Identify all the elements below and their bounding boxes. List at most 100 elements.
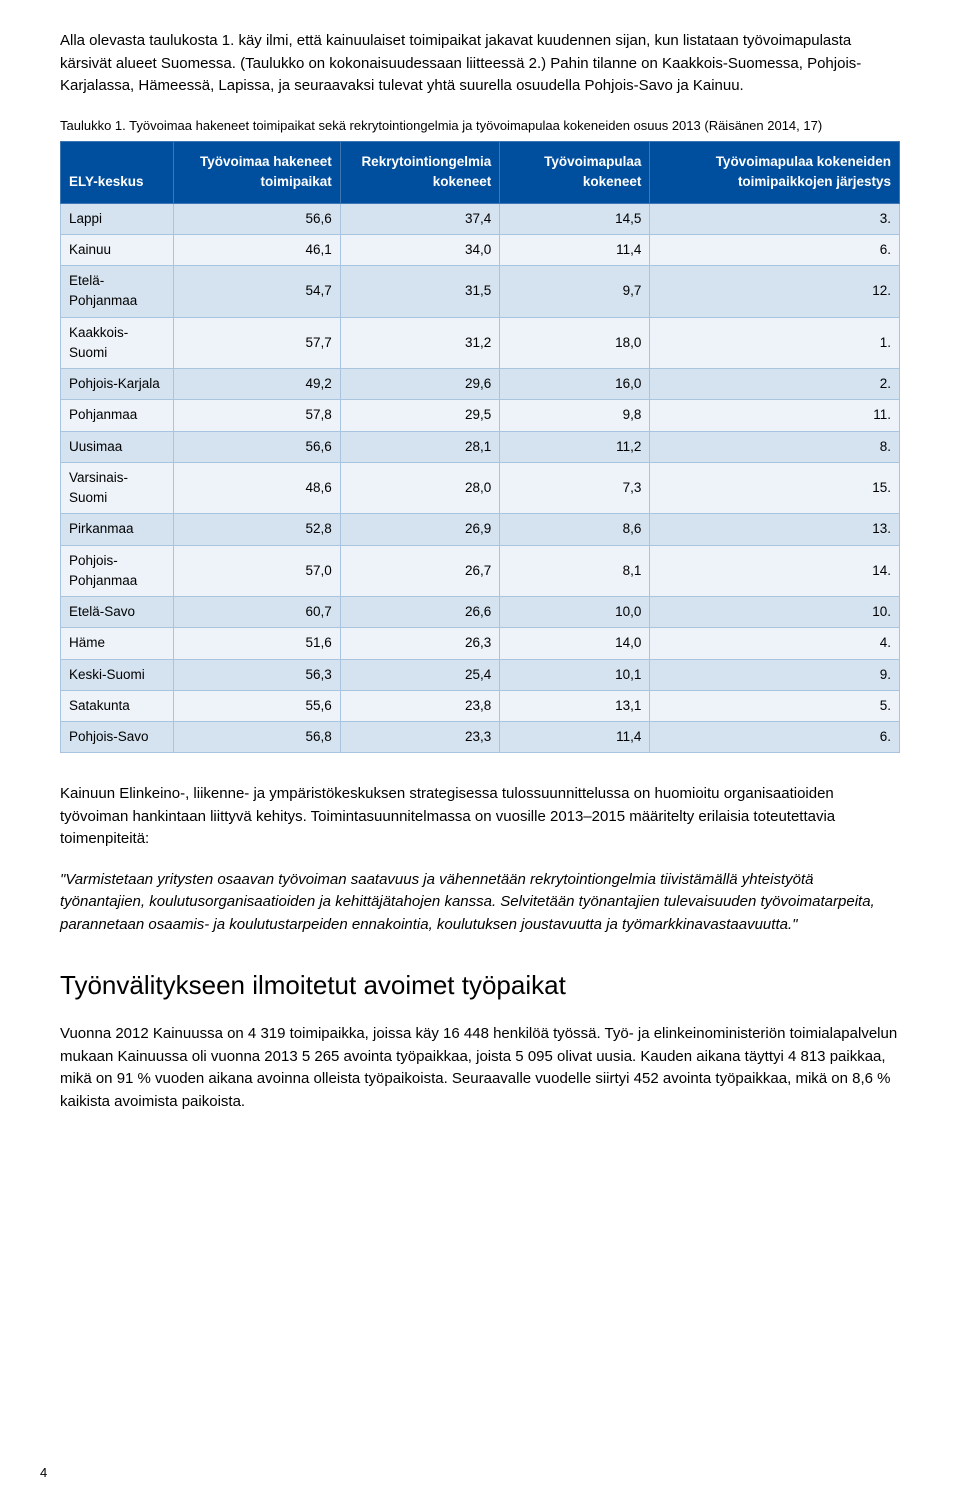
cell-value: 11,4: [500, 234, 650, 265]
cell-value: 14,0: [500, 628, 650, 659]
cell-value: 23,8: [340, 690, 499, 721]
cell-value: 31,5: [340, 266, 499, 318]
cell-value: 34,0: [340, 234, 499, 265]
cell-value: 18,0: [500, 317, 650, 369]
cell-value: 26,3: [340, 628, 499, 659]
middle-paragraph: Kainuun Elinkeino-, liikenne- ja ympäris…: [60, 783, 900, 851]
cell-value: 11.: [650, 400, 900, 431]
table-row: Varsinais-Suomi48,628,07,315.: [61, 462, 900, 514]
page-number: 4: [40, 1463, 47, 1483]
cell-region: Keski-Suomi: [61, 659, 174, 690]
cell-value: 56,3: [174, 659, 340, 690]
cell-value: 13.: [650, 514, 900, 545]
table-row: Pohjois-Karjala49,229,616,02.: [61, 369, 900, 400]
cell-value: 51,6: [174, 628, 340, 659]
table-header-row: ELY-keskus Työvoimaa hakeneet toimipaika…: [61, 142, 900, 204]
cell-value: 10.: [650, 597, 900, 628]
table-row: Etelä-Savo60,726,610,010.: [61, 597, 900, 628]
cell-value: 14.: [650, 545, 900, 597]
quote-paragraph: "Varmistetaan yritysten osaavan työvoima…: [60, 869, 900, 937]
ely-table: ELY-keskus Työvoimaa hakeneet toimipaika…: [60, 141, 900, 753]
cell-value: 26,9: [340, 514, 499, 545]
table-row: Häme51,626,314,04.: [61, 628, 900, 659]
cell-value: 55,6: [174, 690, 340, 721]
table-row: Satakunta55,623,813,15.: [61, 690, 900, 721]
cell-value: 25,4: [340, 659, 499, 690]
cell-value: 37,4: [340, 203, 499, 234]
table-row: Kaakkois-Suomi57,731,218,01.: [61, 317, 900, 369]
cell-value: 60,7: [174, 597, 340, 628]
cell-value: 26,7: [340, 545, 499, 597]
cell-value: 8.: [650, 431, 900, 462]
table-row: Etelä-Pohjanmaa54,731,59,712.: [61, 266, 900, 318]
cell-value: 31,2: [340, 317, 499, 369]
cell-value: 29,6: [340, 369, 499, 400]
table-row: Lappi56,637,414,53.: [61, 203, 900, 234]
section2-paragraph: Vuonna 2012 Kainuussa on 4 319 toimipaik…: [60, 1023, 900, 1113]
cell-value: 11,2: [500, 431, 650, 462]
col-rekry: Rekrytointi­ongelmia kokeneet: [340, 142, 499, 204]
cell-value: 7,3: [500, 462, 650, 514]
cell-value: 10,1: [500, 659, 650, 690]
table-row: Pirkanmaa52,826,98,613.: [61, 514, 900, 545]
cell-region: Uusimaa: [61, 431, 174, 462]
cell-value: 56,8: [174, 722, 340, 753]
cell-value: 5.: [650, 690, 900, 721]
table-row: Kainuu46,134,011,46.: [61, 234, 900, 265]
cell-value: 6.: [650, 722, 900, 753]
cell-value: 3.: [650, 203, 900, 234]
cell-region: Pohjois-Savo: [61, 722, 174, 753]
cell-value: 56,6: [174, 431, 340, 462]
cell-value: 8,6: [500, 514, 650, 545]
section-heading: Työnvälitykseen ilmoitetut avoimet työpa…: [60, 966, 900, 1005]
table-caption: Taulukko 1. Työvoimaa hakeneet toimipaik…: [60, 116, 900, 136]
cell-value: 26,6: [340, 597, 499, 628]
cell-value: 9,7: [500, 266, 650, 318]
col-ely: ELY-keskus: [61, 142, 174, 204]
cell-value: 28,1: [340, 431, 499, 462]
cell-value: 49,2: [174, 369, 340, 400]
cell-region: Etelä-Savo: [61, 597, 174, 628]
cell-value: 28,0: [340, 462, 499, 514]
cell-value: 29,5: [340, 400, 499, 431]
cell-region: Lappi: [61, 203, 174, 234]
table-row: Keski-Suomi56,325,410,19.: [61, 659, 900, 690]
cell-value: 52,8: [174, 514, 340, 545]
table-row: Pohjois-Savo56,823,311,46.: [61, 722, 900, 753]
cell-region: Kaakkois-Suomi: [61, 317, 174, 369]
cell-value: 12.: [650, 266, 900, 318]
table-row: Uusimaa56,628,111,28.: [61, 431, 900, 462]
cell-value: 15.: [650, 462, 900, 514]
cell-region: Etelä-Pohjanmaa: [61, 266, 174, 318]
cell-region: Pirkanmaa: [61, 514, 174, 545]
cell-value: 8,1: [500, 545, 650, 597]
cell-value: 57,7: [174, 317, 340, 369]
cell-value: 57,0: [174, 545, 340, 597]
cell-value: 10,0: [500, 597, 650, 628]
col-jarjestys: Työvoimapulaa kokeneiden toimipaikkojen …: [650, 142, 900, 204]
cell-region: Kainuu: [61, 234, 174, 265]
cell-value: 9,8: [500, 400, 650, 431]
cell-value: 56,6: [174, 203, 340, 234]
cell-value: 11,4: [500, 722, 650, 753]
cell-value: 1.: [650, 317, 900, 369]
cell-region: Varsinais-Suomi: [61, 462, 174, 514]
cell-value: 13,1: [500, 690, 650, 721]
col-hakeneet: Työvoimaa hakeneet toimipaikat: [174, 142, 340, 204]
cell-value: 48,6: [174, 462, 340, 514]
table-row: Pohjanmaa57,829,59,811.: [61, 400, 900, 431]
cell-value: 9.: [650, 659, 900, 690]
cell-value: 14,5: [500, 203, 650, 234]
cell-value: 6.: [650, 234, 900, 265]
cell-value: 54,7: [174, 266, 340, 318]
cell-region: Pohjanmaa: [61, 400, 174, 431]
table-row: Pohjois-Pohjanmaa57,026,78,114.: [61, 545, 900, 597]
cell-region: Satakunta: [61, 690, 174, 721]
intro-paragraph: Alla olevasta taulukosta 1. käy ilmi, et…: [60, 30, 900, 98]
cell-region: Pohjois-Pohjanmaa: [61, 545, 174, 597]
cell-value: 4.: [650, 628, 900, 659]
cell-value: 57,8: [174, 400, 340, 431]
col-kokeneet: Työvoimapulaa kokeneet: [500, 142, 650, 204]
cell-region: Häme: [61, 628, 174, 659]
cell-value: 2.: [650, 369, 900, 400]
